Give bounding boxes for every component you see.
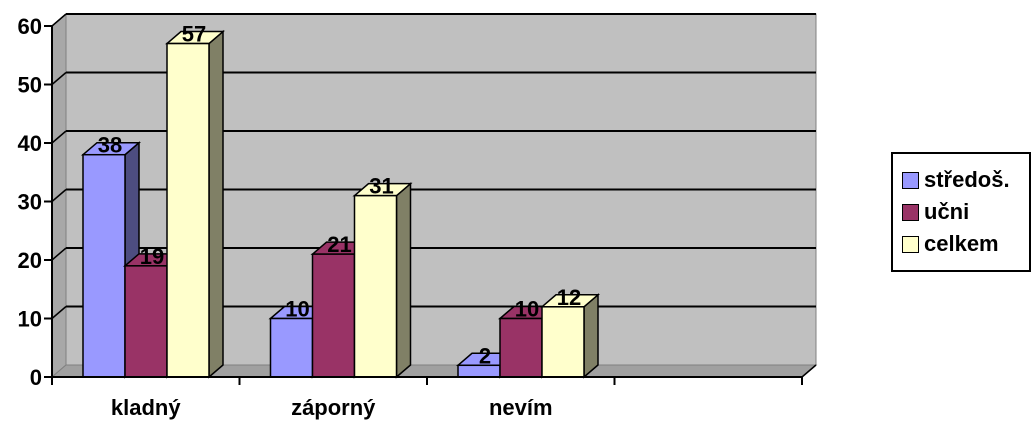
bar-front: [311, 253, 356, 378]
legend-label-ucni: učni: [924, 199, 970, 224]
y-tick-label: 0: [30, 365, 42, 390]
y-tick-label: 40: [18, 131, 42, 156]
data-label: 10: [515, 297, 539, 322]
data-label: 21: [327, 232, 351, 257]
legend-item-stredos: středoš.: [902, 164, 1029, 196]
data-label: 19: [140, 244, 164, 269]
legend: středoš. učni celkem: [891, 152, 1031, 272]
legend-label-celkem: celkem: [924, 231, 999, 256]
data-label: 10: [285, 297, 309, 322]
legend-swatch-ucni: [902, 203, 919, 221]
gridline-side: [51, 305, 67, 320]
bar-side: [583, 293, 599, 379]
gridline-side: [51, 188, 67, 203]
bar: [164, 29, 226, 379]
data-label: 2: [479, 343, 491, 368]
gridline-side: [51, 71, 67, 86]
bar-side: [208, 29, 224, 379]
gridline-side: [51, 247, 67, 261]
bar-front: [269, 317, 314, 378]
gridline-side: [51, 130, 67, 144]
bar: [539, 293, 601, 379]
y-tick-label: 50: [18, 73, 42, 98]
bar-front: [82, 153, 126, 378]
y-tick-label: 30: [18, 190, 42, 215]
data-label: 38: [98, 133, 122, 158]
x-category-label: kladný: [111, 395, 181, 420]
bar-front: [124, 265, 168, 378]
legend-item-celkem: celkem: [902, 228, 1029, 260]
bar-front: [166, 42, 210, 378]
bar-side: [395, 182, 412, 379]
y-tick-label: 20: [18, 248, 42, 273]
x-category-label: záporný: [291, 395, 376, 420]
floor-edge: [801, 364, 817, 378]
data-label: 57: [182, 22, 206, 47]
y-tick-label: 10: [18, 307, 42, 332]
bar: [352, 182, 413, 379]
x-category-label: nevím: [489, 395, 553, 420]
data-label: 31: [369, 174, 393, 199]
gridline-side: [51, 13, 67, 27]
bar-front: [541, 306, 585, 378]
legend-label-stredos: středoš.: [924, 167, 1010, 192]
y-tick-label: 60: [18, 14, 42, 39]
data-label: 12: [557, 285, 581, 310]
bar-front: [353, 194, 398, 378]
legend-swatch-stredos: [902, 171, 919, 189]
legend-item-ucni: učni: [902, 196, 1029, 228]
legend-swatch-celkem: [902, 235, 919, 253]
bar-front: [499, 317, 543, 378]
